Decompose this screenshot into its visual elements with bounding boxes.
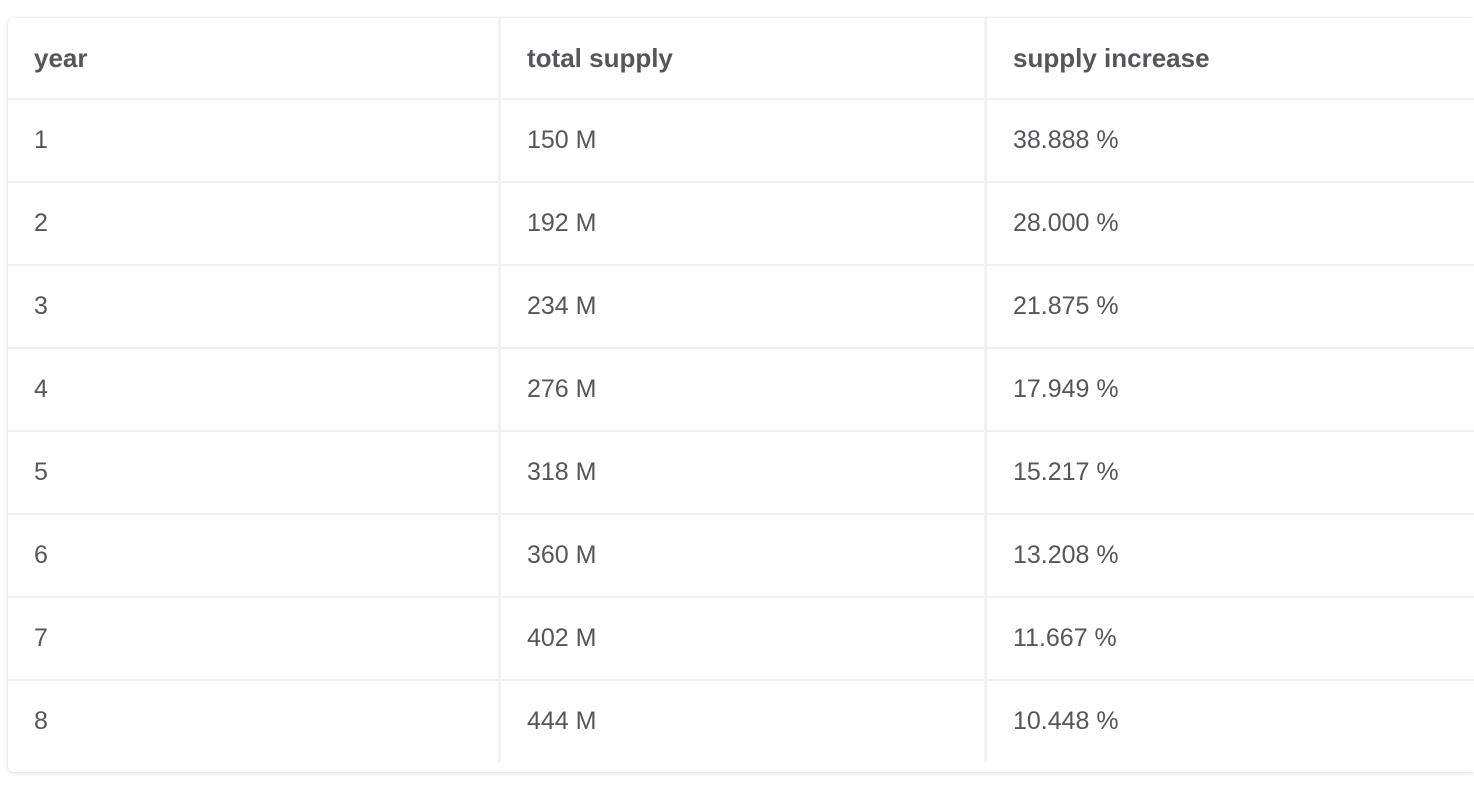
cell-total-supply: 234 M xyxy=(498,266,984,349)
table-row: 5 318 M 15.217 % xyxy=(8,432,1474,515)
column-header-supply-increase: supply increase xyxy=(984,18,1474,100)
cell-supply-increase: 10.448 % xyxy=(984,681,1474,762)
table-row: 4 276 M 17.949 % xyxy=(8,349,1474,432)
column-header-year: year xyxy=(8,18,498,100)
cell-supply-increase: 28.000 % xyxy=(984,183,1474,266)
table-row: 3 234 M 21.875 % xyxy=(8,266,1474,349)
column-header-total-supply: total supply xyxy=(498,18,984,100)
cell-year: 1 xyxy=(8,100,498,183)
cell-total-supply: 276 M xyxy=(498,349,984,432)
cell-supply-increase: 15.217 % xyxy=(984,432,1474,515)
cell-year: 2 xyxy=(8,183,498,266)
cell-year: 7 xyxy=(8,598,498,681)
cell-supply-increase: 11.667 % xyxy=(984,598,1474,681)
table-row: 8 444 M 10.448 % xyxy=(8,681,1474,762)
cell-supply-increase: 21.875 % xyxy=(984,266,1474,349)
cell-total-supply: 150 M xyxy=(498,100,984,183)
table-row: 1 150 M 38.888 % xyxy=(8,100,1474,183)
cell-total-supply: 402 M xyxy=(498,598,984,681)
table-row: 6 360 M 13.208 % xyxy=(8,515,1474,598)
table-row: 2 192 M 28.000 % xyxy=(8,183,1474,266)
cell-year: 3 xyxy=(8,266,498,349)
table-header-row: year total supply supply increase xyxy=(8,18,1474,100)
cell-supply-increase: 38.888 % xyxy=(984,100,1474,183)
cell-year: 4 xyxy=(8,349,498,432)
cell-year: 6 xyxy=(8,515,498,598)
cell-supply-increase: 17.949 % xyxy=(984,349,1474,432)
table-row: 7 402 M 11.667 % xyxy=(8,598,1474,681)
cell-total-supply: 318 M xyxy=(498,432,984,515)
cell-total-supply: 192 M xyxy=(498,183,984,266)
cell-year: 5 xyxy=(8,432,498,515)
supply-table: year total supply supply increase 1 150 … xyxy=(8,18,1474,762)
cell-year: 8 xyxy=(34,707,48,735)
cell-total-supply: 360 M xyxy=(498,515,984,598)
supply-table-card: year total supply supply increase 1 150 … xyxy=(8,18,1474,772)
cell-total-supply: 444 M xyxy=(498,681,984,762)
cell-supply-increase: 13.208 % xyxy=(984,515,1474,598)
